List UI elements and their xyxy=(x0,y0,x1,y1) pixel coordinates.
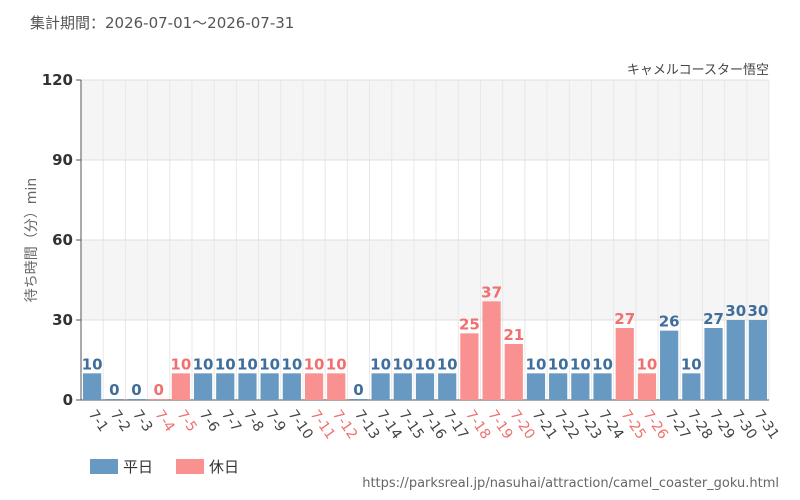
value-label: 10 xyxy=(548,355,569,373)
value-label: 0 xyxy=(353,381,363,399)
value-label: 10 xyxy=(681,355,702,373)
value-label: 10 xyxy=(392,355,413,373)
legend-weekday-swatch xyxy=(90,459,118,474)
band xyxy=(81,240,769,320)
value-label: 10 xyxy=(304,355,325,373)
value-label: 27 xyxy=(703,310,724,328)
value-label: 10 xyxy=(170,355,191,373)
legend-weekday-label: 平日 xyxy=(123,458,153,476)
bar xyxy=(615,328,634,400)
value-label: 37 xyxy=(481,283,502,301)
value-label: 10 xyxy=(570,355,591,373)
value-label: 30 xyxy=(725,302,746,320)
bar xyxy=(637,373,657,400)
value-label: 10 xyxy=(370,355,391,373)
y-tick-labels: 0 30 60 90 120 xyxy=(42,71,73,409)
legend-holiday-label: 休日 xyxy=(209,458,239,476)
band xyxy=(81,80,769,160)
x-tick-label: 7-5 xyxy=(174,407,200,435)
bar xyxy=(216,373,235,400)
value-label: 10 xyxy=(526,355,547,373)
x-tick-labels: 7-17-27-37-47-57-67-77-87-97-107-117-127… xyxy=(85,407,782,442)
value-label: 10 xyxy=(636,355,657,373)
value-label: 30 xyxy=(747,302,768,320)
value-label: 27 xyxy=(614,310,635,328)
bar xyxy=(549,373,568,400)
bar xyxy=(593,373,612,400)
value-label: 10 xyxy=(281,355,302,373)
value-label: 10 xyxy=(415,355,436,373)
background-bands xyxy=(81,80,769,400)
bar xyxy=(526,373,546,400)
bar xyxy=(127,399,146,400)
bar xyxy=(304,373,324,400)
value-label: 0 xyxy=(153,381,163,399)
x-tick-label: 7-4 xyxy=(151,407,177,435)
value-label: 10 xyxy=(193,355,214,373)
bar xyxy=(282,373,301,400)
x-tick-label: 7-6 xyxy=(196,407,222,435)
x-tick-label: 7-7 xyxy=(218,407,244,435)
bar xyxy=(327,373,346,400)
bar xyxy=(482,301,501,400)
y-tick-label: 0 xyxy=(63,391,73,409)
bar xyxy=(704,328,723,400)
chart-title: キャメルコースター悟空 xyxy=(627,63,769,78)
bar xyxy=(504,344,523,400)
y-tick-label: 60 xyxy=(52,231,73,249)
value-label: 26 xyxy=(659,313,680,331)
bar xyxy=(349,399,368,400)
value-label: 0 xyxy=(109,381,119,399)
legend: 平日 休日 xyxy=(90,458,239,476)
bar xyxy=(238,373,257,400)
bar xyxy=(149,399,168,400)
period-label: 集計期間：2026-07-01～2026-07-31 xyxy=(30,14,294,32)
bar xyxy=(371,373,390,400)
x-tick-label: 7-1 xyxy=(85,407,111,435)
bar xyxy=(415,373,435,400)
y-tick-label: 120 xyxy=(42,71,73,89)
value-label: 21 xyxy=(503,326,524,344)
bar xyxy=(748,320,768,400)
x-tick-label: 7-3 xyxy=(129,407,155,435)
legend-holiday-swatch xyxy=(176,459,204,474)
y-tick-label: 90 xyxy=(52,151,73,169)
value-label: 25 xyxy=(459,315,480,333)
value-label: 10 xyxy=(215,355,236,373)
bar xyxy=(171,373,190,400)
bar xyxy=(726,320,745,400)
bar xyxy=(660,330,679,400)
y-axis-label: 待ち時間（分）min xyxy=(24,178,40,302)
value-label: 10 xyxy=(437,355,458,373)
y-tick-label: 30 xyxy=(52,311,73,329)
source-url: https://parksreal.jp/nasuhai/attraction/… xyxy=(362,476,779,491)
bar xyxy=(82,373,102,400)
bars xyxy=(82,301,768,400)
bar xyxy=(438,373,457,400)
value-label: 10 xyxy=(237,355,258,373)
x-tick-label: 7-9 xyxy=(262,407,288,435)
x-tick-label: 7-2 xyxy=(107,407,133,435)
bar xyxy=(571,373,590,400)
bar xyxy=(105,399,124,400)
x-tick-label: 7-31 xyxy=(751,407,782,442)
value-label: 0 xyxy=(131,381,141,399)
value-label: 10 xyxy=(82,355,103,373)
band xyxy=(81,160,769,240)
bar xyxy=(193,373,213,400)
bar xyxy=(460,333,479,400)
x-tick-label: 7-8 xyxy=(240,407,266,435)
bar xyxy=(393,373,412,400)
value-label: 10 xyxy=(592,355,613,373)
bar xyxy=(682,373,701,400)
value-label: 10 xyxy=(326,355,347,373)
bar xyxy=(260,373,279,400)
value-label: 10 xyxy=(259,355,280,373)
